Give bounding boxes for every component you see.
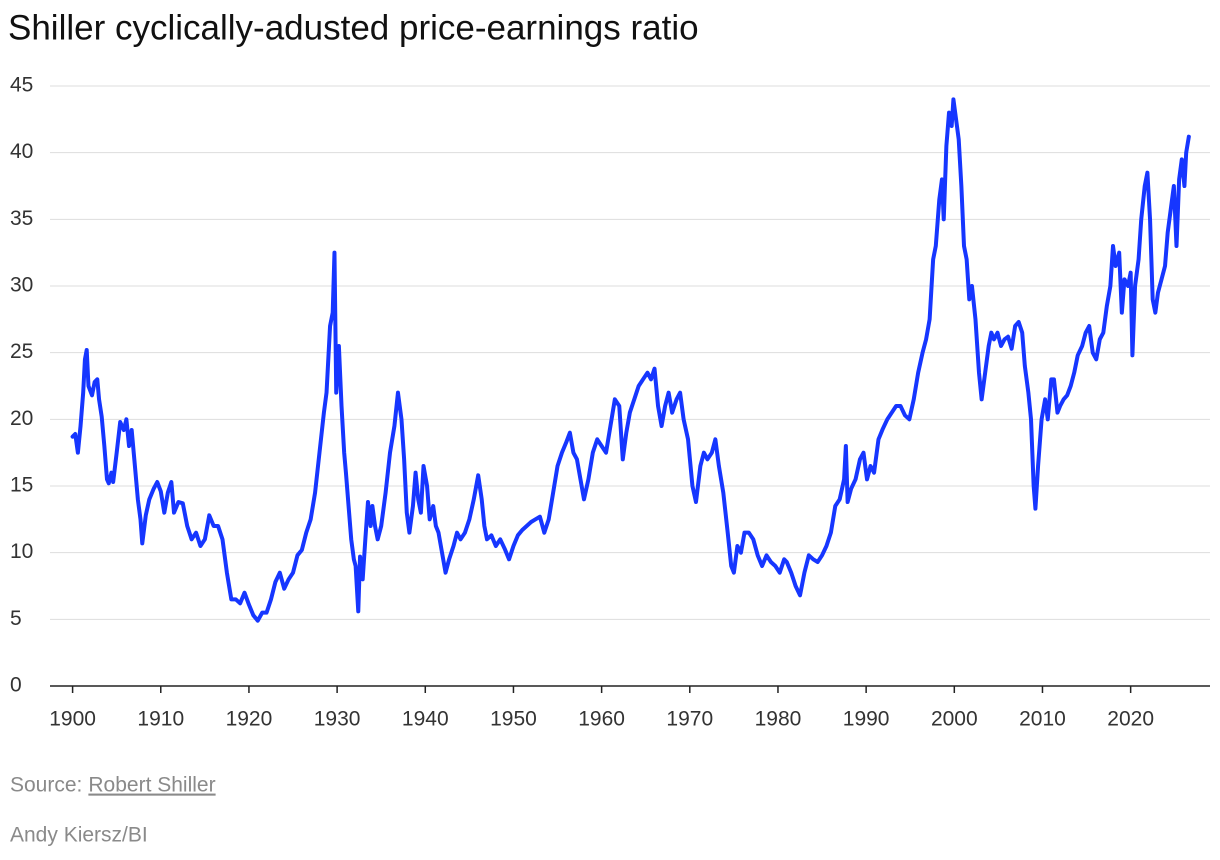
x-tick-label: 1910	[137, 708, 184, 731]
y-tick-label: 45	[10, 74, 33, 97]
credit: Andy Kiersz/BI	[10, 824, 148, 847]
x-tick-label: 1930	[314, 708, 361, 731]
x-tick-label: 1940	[402, 708, 449, 731]
x-tick-label: 1920	[226, 708, 273, 731]
x-tick-label: 1900	[49, 708, 96, 731]
x-tick-label: 1970	[666, 708, 713, 731]
y-tick-label: 10	[10, 540, 33, 563]
y-tick-label: 25	[10, 340, 33, 363]
x-tick-label: 1960	[578, 708, 625, 731]
x-tick-label: 1980	[755, 708, 802, 731]
y-tick-label: 35	[10, 207, 33, 230]
source-label: Source:	[10, 774, 82, 797]
x-tick-label: 1990	[843, 708, 890, 731]
x-tick-label: 2020	[1107, 708, 1154, 731]
y-tick-label: 20	[10, 407, 33, 430]
x-tick-label: 2010	[1019, 708, 1066, 731]
x-tick-label: 1950	[490, 708, 537, 731]
y-tick-label: 30	[10, 274, 33, 297]
y-tick-label: 15	[10, 474, 33, 497]
chart-title: Shiller cyclically-adusted price-earning…	[8, 8, 699, 47]
y-tick-label: 5	[10, 607, 22, 630]
source-link[interactable]: Robert Shiller	[88, 774, 215, 797]
y-tick-label: 40	[10, 140, 33, 163]
x-tick-label: 2000	[931, 708, 978, 731]
line-series	[70, 97, 1191, 623]
y-tick-label: 0	[10, 674, 22, 697]
